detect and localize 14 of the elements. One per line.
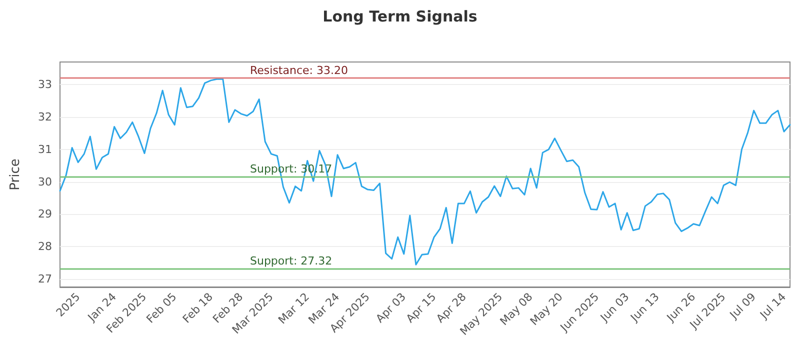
y-tick-label: 29 — [38, 208, 52, 221]
y-axis-title: Price — [8, 158, 23, 190]
y-tick-label: 33 — [38, 78, 52, 92]
ref-line-label: Resistance: 33.20 — [250, 64, 348, 78]
x-tick-label: Jul 14 — [756, 290, 789, 322]
y-tick-label: 27 — [38, 272, 52, 286]
chart-title: Long Term Signals — [322, 8, 478, 26]
y-tick-label: 31 — [38, 142, 52, 156]
x-tick-label: Jul 09 — [726, 290, 758, 322]
y-tick-label: 28 — [38, 240, 52, 254]
ref-line-label: Support: 27.32 — [250, 254, 332, 268]
y-tick-label: 32 — [38, 110, 52, 124]
y-tick-label: 30 — [38, 175, 52, 188]
line-series — [59, 78, 791, 266]
